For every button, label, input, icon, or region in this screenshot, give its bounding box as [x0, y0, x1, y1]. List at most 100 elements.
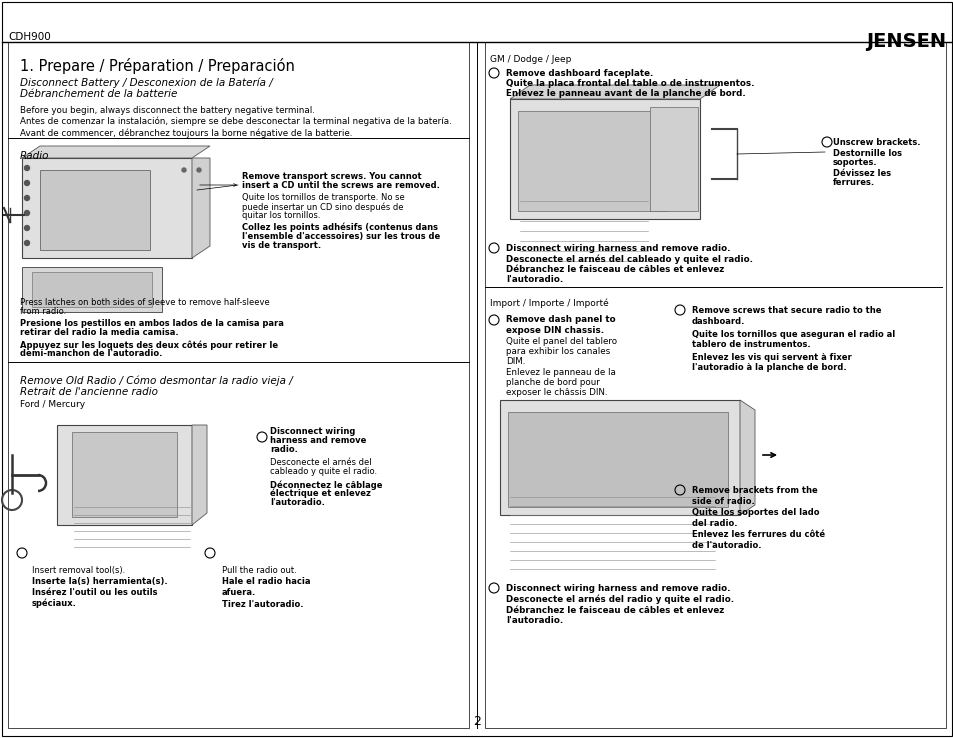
Text: Quite la placa frontal del table o de instrumentos.: Quite la placa frontal del table o de in… [505, 79, 754, 88]
Text: CDH900: CDH900 [8, 32, 51, 42]
Text: Remove dash panel to: Remove dash panel to [505, 315, 615, 324]
Text: Quite los tornillos que aseguran el radio al: Quite los tornillos que aseguran el radi… [691, 330, 894, 339]
Polygon shape [192, 158, 210, 258]
Text: Débranchez le faisceau de câbles et enlevez: Débranchez le faisceau de câbles et enle… [505, 265, 723, 274]
Text: dashboard.: dashboard. [691, 317, 744, 326]
Circle shape [25, 196, 30, 201]
Text: Enlevez les vis qui servent à fixer: Enlevez les vis qui servent à fixer [691, 353, 851, 362]
Text: insert a CD until the screws are removed.: insert a CD until the screws are removed… [242, 181, 439, 190]
Text: Remove screws that secure radio to the: Remove screws that secure radio to the [691, 306, 881, 315]
Text: Unscrew brackets.: Unscrew brackets. [832, 138, 920, 147]
Bar [57, 425, 192, 525]
Text: tablero de instrumentos.: tablero de instrumentos. [691, 340, 810, 349]
Polygon shape [192, 425, 207, 525]
Text: de l'autoradio.: de l'autoradio. [691, 541, 760, 550]
Circle shape [182, 168, 186, 172]
Circle shape [25, 181, 30, 185]
Bar [32, 272, 152, 307]
Circle shape [196, 168, 201, 172]
Text: Inserte la(s) herramienta(s).: Inserte la(s) herramienta(s). [32, 577, 168, 586]
Text: retirar del radio la media camisa.: retirar del radio la media camisa. [20, 328, 178, 337]
Text: Disconnect wiring harness and remove radio.: Disconnect wiring harness and remove rad… [505, 584, 730, 593]
Text: Remove transport screws. You cannot: Remove transport screws. You cannot [242, 172, 421, 181]
Circle shape [25, 241, 30, 246]
Text: Insert removal tool(s).: Insert removal tool(s). [32, 566, 125, 575]
Bar [40, 170, 150, 250]
Text: cableado y quite el radio.: cableado y quite el radio. [270, 467, 376, 476]
Text: Quite el panel del tablero: Quite el panel del tablero [505, 337, 617, 346]
Text: DIM.: DIM. [505, 357, 525, 366]
Text: ferrures.: ferrures. [832, 178, 874, 187]
Text: Antes de comenzar la instalación, siempre se debe desconectar la terminal negati: Antes de comenzar la instalación, siempr… [20, 117, 452, 126]
Text: Ford / Mercury: Ford / Mercury [20, 400, 85, 409]
Text: side of radio.: side of radio. [691, 497, 754, 506]
Text: Débranchez le faisceau de câbles et enlevez: Débranchez le faisceau de câbles et enle… [505, 606, 723, 615]
Text: Desconecte el arnés del cableado y quite el radio.: Desconecte el arnés del cableado y quite… [505, 255, 752, 264]
Bar [22, 267, 162, 312]
Text: Quite los soportes del lado: Quite los soportes del lado [691, 508, 819, 517]
Text: électrique et enlevez: électrique et enlevez [270, 489, 371, 498]
Bar [649, 107, 698, 211]
Text: Desconecte el arnés del radio y quite el radio.: Desconecte el arnés del radio y quite el… [505, 595, 734, 604]
Text: Pull the radio out.: Pull the radio out. [222, 566, 296, 575]
Text: 1. Prepare / Préparation / Preparación: 1. Prepare / Préparation / Preparación [20, 58, 294, 74]
Polygon shape [22, 146, 210, 158]
Text: Destornille los: Destornille los [832, 149, 901, 158]
Text: radio.: radio. [270, 445, 297, 454]
Text: Tirez l'autoradio.: Tirez l'autoradio. [222, 600, 303, 609]
Text: para exhibir los canales: para exhibir los canales [505, 347, 610, 356]
Text: Press latches on both sides of sleeve to remove half-sleeve: Press latches on both sides of sleeve to… [20, 298, 270, 307]
Text: spéciaux.: spéciaux. [32, 599, 77, 609]
Text: from radio.: from radio. [20, 307, 66, 316]
Text: Remove brackets from the: Remove brackets from the [691, 486, 817, 495]
Text: exposer le châssis DIN.: exposer le châssis DIN. [505, 388, 607, 397]
Circle shape [25, 226, 30, 230]
Text: Before you begin, always disconnect the battery negative terminal.: Before you begin, always disconnect the … [20, 106, 314, 115]
Text: Radio: Radio [20, 151, 50, 161]
Text: del radio.: del radio. [691, 519, 737, 528]
Text: GM / Dodge / Jeep: GM / Dodge / Jeep [490, 55, 571, 64]
Text: vis de transport.: vis de transport. [242, 241, 321, 250]
Text: Remove dashboard faceplate.: Remove dashboard faceplate. [505, 69, 653, 78]
Text: Collez les points adhésifs (contenus dans: Collez les points adhésifs (contenus dan… [242, 223, 437, 232]
Bar [8, 42, 469, 728]
Text: l'autoradio.: l'autoradio. [505, 616, 562, 625]
Text: Desconecte el arnés del: Desconecte el arnés del [270, 458, 372, 467]
Text: l'autoradio.: l'autoradio. [270, 498, 325, 507]
Text: Disconnect wiring: Disconnect wiring [270, 427, 355, 436]
Text: 2: 2 [473, 715, 480, 728]
Text: Hale el radio hacia: Hale el radio hacia [222, 577, 310, 586]
Text: Débranchement de la batterie: Débranchement de la batterie [20, 89, 177, 99]
Text: afuera.: afuera. [222, 588, 256, 597]
Text: soportes.: soportes. [832, 158, 877, 167]
Text: JENSEN: JENSEN [865, 32, 945, 51]
Text: Disconnect wiring harness and remove radio.: Disconnect wiring harness and remove rad… [505, 244, 730, 253]
Bar [510, 99, 700, 219]
Bar [517, 111, 667, 211]
Text: expose DIN chassis.: expose DIN chassis. [505, 326, 603, 335]
Text: Quite los tornillos de transporte. No se: Quite los tornillos de transporte. No se [242, 193, 404, 202]
Circle shape [25, 210, 30, 215]
Text: Disconnect Battery / Desconexion de la Batería /: Disconnect Battery / Desconexion de la B… [20, 77, 273, 88]
Text: planche de bord pour: planche de bord pour [505, 378, 599, 387]
Bar [71, 432, 177, 517]
Text: Déconnectez le câblage: Déconnectez le câblage [270, 480, 382, 489]
Text: Avant de commencer, débranchez toujours la borne négative de la batterie.: Avant de commencer, débranchez toujours … [20, 128, 352, 137]
Text: Presione los pestillos en ambos lados de la camisa para: Presione los pestillos en ambos lados de… [20, 319, 284, 328]
Text: l'ensemble d'accessoires) sur les trous de: l'ensemble d'accessoires) sur les trous … [242, 232, 439, 241]
Text: Dévissez les: Dévissez les [832, 169, 890, 178]
Text: demi-manchon de l'autoradio.: demi-manchon de l'autoradio. [20, 349, 162, 358]
Text: puede insertar un CD sino después de: puede insertar un CD sino después de [242, 202, 403, 212]
Text: Retrait de l'ancienne radio: Retrait de l'ancienne radio [20, 387, 158, 397]
Polygon shape [510, 85, 720, 99]
Circle shape [25, 165, 30, 170]
Text: Enlevez les ferrures du côté: Enlevez les ferrures du côté [691, 530, 824, 539]
Text: Insérez l'outil ou les outils: Insérez l'outil ou les outils [32, 588, 157, 597]
Text: harness and remove: harness and remove [270, 436, 366, 445]
Bar [22, 158, 192, 258]
Text: Enlevez le panneau avant de la planche de bord.: Enlevez le panneau avant de la planche d… [505, 89, 745, 98]
Bar [507, 412, 727, 507]
Text: Remove Old Radio / Cómo desmontar la radio vieja /: Remove Old Radio / Cómo desmontar la rad… [20, 375, 293, 385]
Bar [499, 400, 740, 515]
Text: Appuyez sur les loquets des deux côtés pour retirer le: Appuyez sur les loquets des deux côtés p… [20, 340, 278, 350]
